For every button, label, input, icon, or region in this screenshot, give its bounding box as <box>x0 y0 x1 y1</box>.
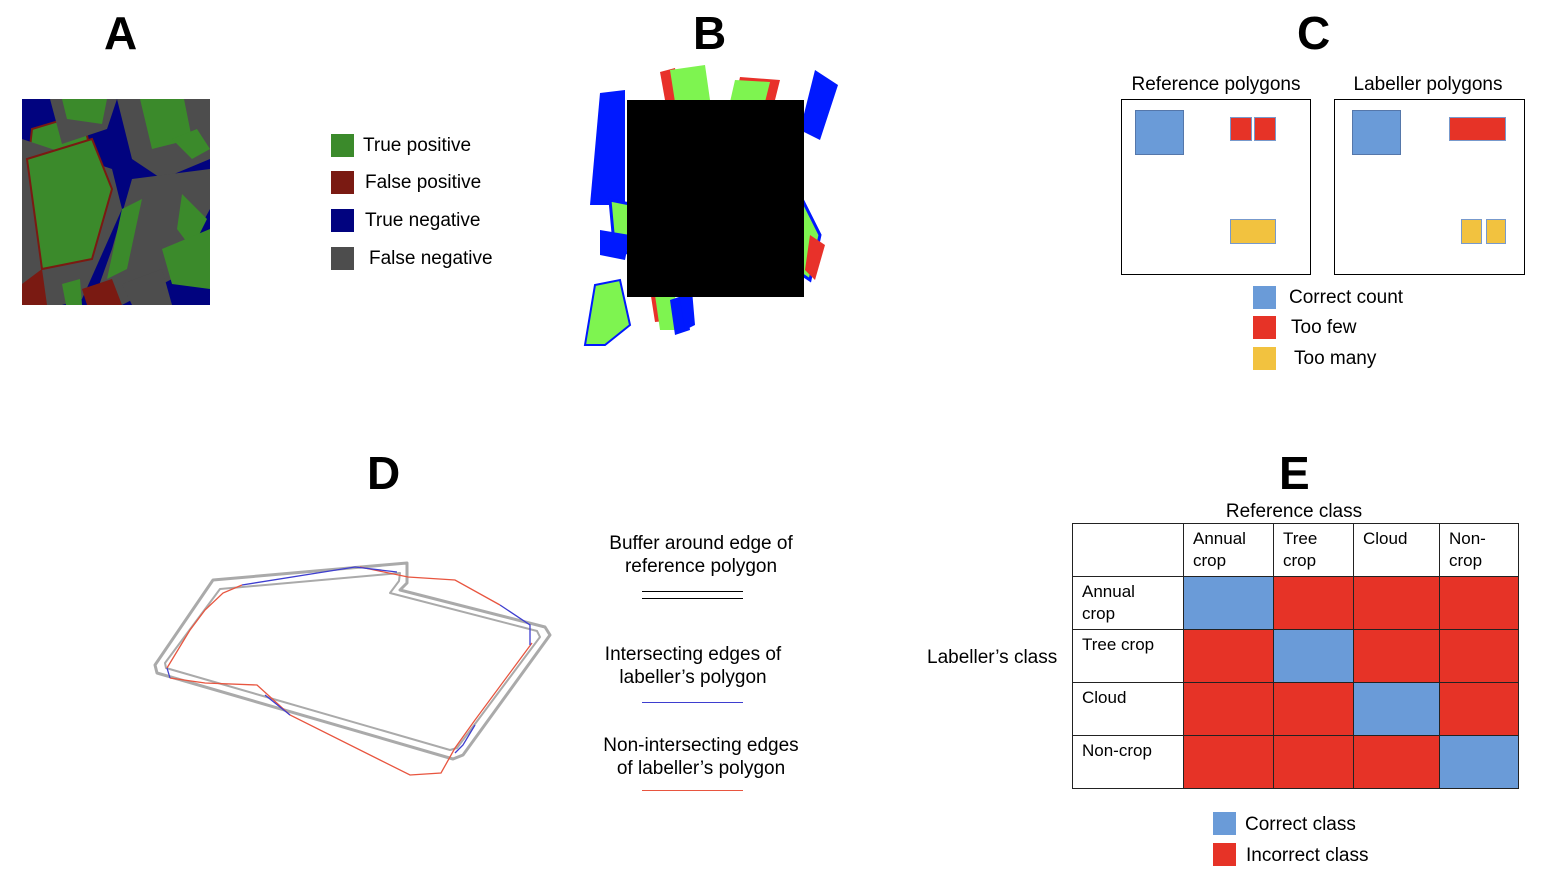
reference-class-title: Reference class <box>1225 501 1363 522</box>
intersecting-legend-line <box>642 702 743 703</box>
panel-label-b: B <box>693 7 727 59</box>
legend-label-correct-count: Correct count <box>1289 287 1404 308</box>
labeller-class-title: Labeller’s class <box>927 647 1058 668</box>
matrix-column-header: Annual crop <box>1183 523 1274 577</box>
reference-too-few-polygon-2 <box>1254 117 1276 141</box>
labeller-intersecting-edge <box>166 667 171 679</box>
panel-label-a: A <box>104 7 138 59</box>
matrix-cell-incorrect <box>1439 629 1519 683</box>
reference-too-many-polygon <box>1230 219 1276 244</box>
labeller-polygons-box <box>1334 99 1525 275</box>
legend-swatch-correct-count <box>1253 286 1276 309</box>
reference-polygons-title: Reference polygons <box>1131 74 1301 95</box>
buffer-legend-line-2: reference polygon <box>624 556 778 577</box>
labeller-polygons-title: Labeller polygons <box>1353 74 1503 95</box>
buffer-legend-line-top <box>642 591 743 592</box>
legend-label-too-many: Too many <box>1294 348 1377 369</box>
legend-label-true-negative: True negative <box>365 210 481 231</box>
labeller-intersecting-edge <box>454 724 476 754</box>
labeller-too-few-polygon <box>1449 117 1506 141</box>
matrix-cell-correct <box>1183 576 1274 630</box>
masked-field-polygons <box>583 65 838 346</box>
matrix-column-header: Non- crop <box>1439 523 1519 577</box>
non-intersecting-legend-line <box>642 790 743 791</box>
matrix-cell-correct <box>1353 682 1440 736</box>
legend-swatch-too-few <box>1253 316 1276 339</box>
legend-label-true-positive: True positive <box>363 135 472 156</box>
labeller-non-intersecting-edge <box>359 566 501 606</box>
legend-swatch-correct-class <box>1213 812 1236 835</box>
matrix-cell-incorrect <box>1183 735 1274 789</box>
reference-polygons-box <box>1121 99 1311 275</box>
labeller-intersecting-edge <box>264 694 291 716</box>
labeller-non-intersecting-edge <box>166 584 243 669</box>
intersecting-legend-line-1: Intersecting edges of <box>604 644 782 665</box>
labeller-too-many-polygon-2 <box>1486 219 1506 244</box>
buffer-inner-outline <box>164 572 541 751</box>
legend-label-correct-class: Correct class <box>1245 814 1356 835</box>
matrix-cell-incorrect <box>1183 682 1274 736</box>
matrix-cell-incorrect <box>1273 682 1354 736</box>
legend-swatch-incorrect-class <box>1213 843 1236 866</box>
matrix-cell-correct <box>1439 735 1519 789</box>
buffer-legend-line-bottom <box>642 598 743 599</box>
matrix-cell-incorrect <box>1353 629 1440 683</box>
labeller-too-many-polygon-1 <box>1461 219 1482 244</box>
reference-too-few-polygon-1 <box>1230 117 1252 141</box>
buffer-outer-outline <box>153 561 552 761</box>
legend-swatch-true-negative <box>331 209 354 232</box>
panel-label-e: E <box>1279 447 1310 499</box>
labeller-intersecting-edge <box>241 566 398 586</box>
panel-label-c: C <box>1297 7 1331 59</box>
intersecting-legend-line-2: labeller’s polygon <box>619 667 767 688</box>
panel-label-d: D <box>367 447 401 499</box>
matrix-cell-incorrect <box>1183 629 1274 683</box>
classification-map <box>22 99 210 305</box>
matrix-cell-incorrect <box>1439 576 1519 630</box>
matrix-row-header: Tree crop <box>1072 629 1184 683</box>
legend-swatch-true-positive <box>331 134 354 157</box>
legend-swatch-false-positive <box>331 171 354 194</box>
legend-label-too-few: Too few <box>1291 317 1357 338</box>
matrix-row-header: Annual crop <box>1072 576 1184 630</box>
non-intersecting-legend-line-2: of labeller’s polygon <box>616 758 786 779</box>
matrix-cell-correct <box>1273 629 1354 683</box>
matrix-corner-cell <box>1072 523 1184 577</box>
matrix-column-header: Tree crop <box>1273 523 1354 577</box>
labeller-correct-polygon <box>1352 110 1401 155</box>
buffer-legend-line-1: Buffer around edge of <box>609 533 793 554</box>
matrix-cell-incorrect <box>1353 576 1440 630</box>
non-intersecting-legend-line-1: Non-intersecting edges <box>603 735 799 756</box>
legend-label-false-positive: False positive <box>365 172 482 193</box>
matrix-column-header: Cloud <box>1353 523 1440 577</box>
labeller-intersecting-edge <box>499 604 531 645</box>
legend-label-false-negative: False negative <box>369 248 493 269</box>
legend-label-incorrect-class: Incorrect class <box>1246 845 1369 866</box>
matrix-cell-incorrect <box>1273 735 1354 789</box>
matrix-cell-incorrect <box>1439 682 1519 736</box>
matrix-cell-incorrect <box>1353 735 1440 789</box>
confusion-matrix: Annual crop Tree crop Cloud Non- crop An… <box>1072 523 1519 789</box>
labeller-non-intersecting-edge <box>169 642 533 776</box>
reference-correct-polygon <box>1135 110 1184 155</box>
matrix-row-header: Cloud <box>1072 682 1184 736</box>
legend-swatch-too-many <box>1253 347 1276 370</box>
legend-swatch-false-negative <box>331 247 354 270</box>
matrix-row-header: Non-crop <box>1072 735 1184 789</box>
matrix-cell-incorrect <box>1273 576 1354 630</box>
buffer-intersection-diagram <box>153 561 552 776</box>
